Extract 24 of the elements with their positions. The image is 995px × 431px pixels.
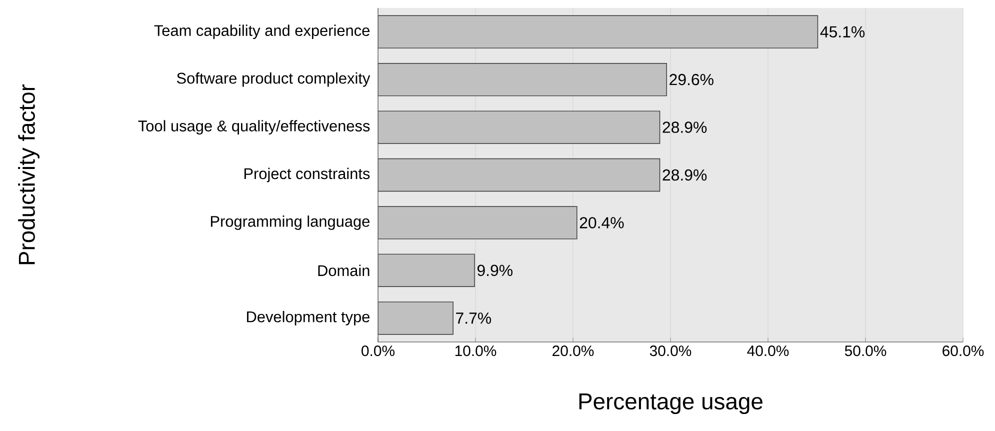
data-label: 45.1% (820, 26, 865, 38)
x-tick-label: 30.0% (650, 346, 692, 356)
data-label: 29.6% (670, 74, 714, 86)
y-tick-label: Software product complexity (176, 72, 370, 87)
x-tick-label: 20.0% (552, 346, 594, 356)
x-tick-label: 50.0% (844, 346, 886, 356)
y-tick-label: Project constraints (244, 168, 370, 182)
y-tick-label: Programming language (210, 216, 370, 230)
x-tick-label: 40.0% (747, 346, 789, 356)
y-tick-label: Domain (318, 264, 370, 276)
bar (378, 302, 454, 335)
data-label: 28.9% (662, 169, 707, 181)
x-tick-label: 10.0% (455, 346, 496, 356)
x-tick-label: 0.0% (362, 346, 394, 356)
y-tick-label: Development type (247, 310, 370, 326)
y-tick-label: Tool usage & quality/effectiveness (138, 120, 370, 134)
y-axis-title: Productivity factor (18, 84, 40, 264)
data-label: 28.9% (662, 122, 707, 133)
data-label: 20.4% (580, 217, 624, 228)
x-tick-label: 60.0% (942, 346, 984, 356)
data-label: 9.9% (477, 264, 512, 276)
x-axis-title: Percentage usage (579, 394, 762, 414)
data-label: 7.7% (456, 312, 492, 324)
y-tick-label: Team capability and experience (154, 24, 370, 40)
